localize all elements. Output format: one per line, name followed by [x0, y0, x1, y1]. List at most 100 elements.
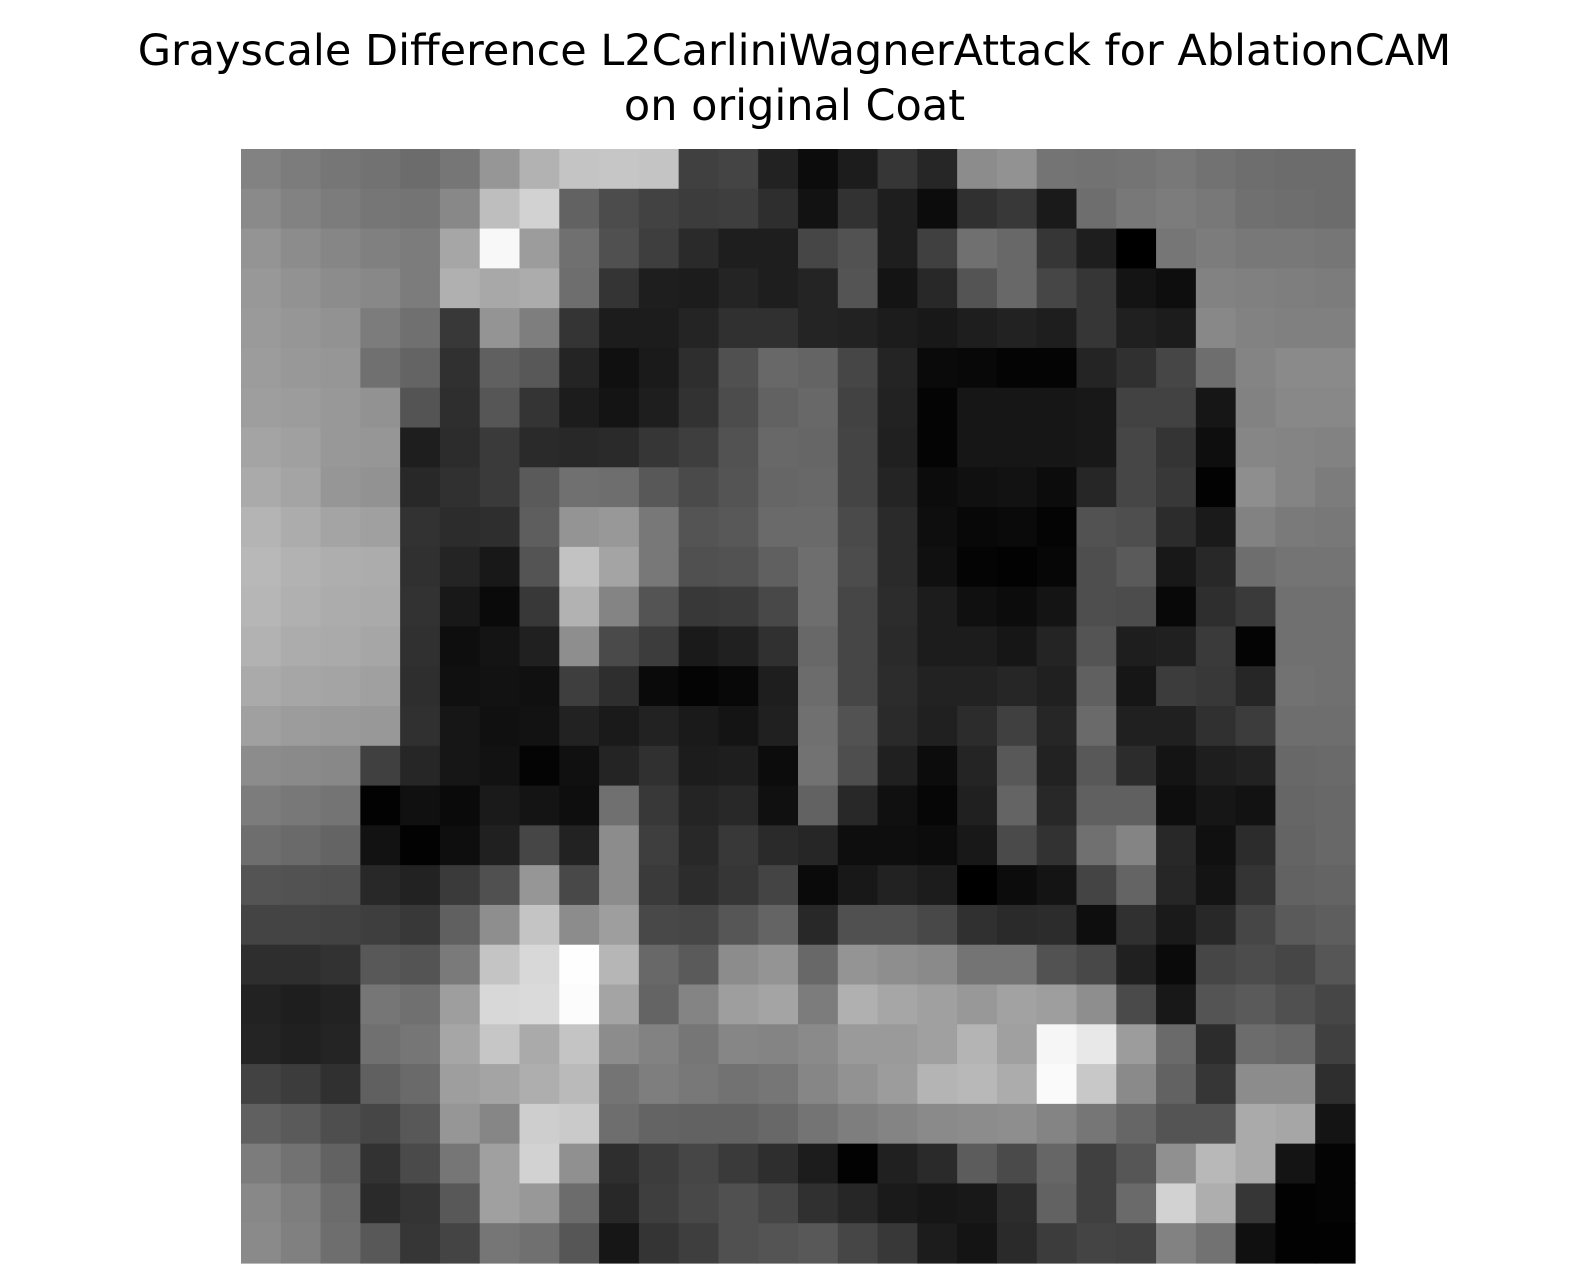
heatmap-cell-r16-c23: [1156, 785, 1197, 826]
heatmap-cell-r7-c0: [241, 427, 282, 468]
heatmap-cell-r27-c14: [798, 1223, 839, 1264]
heatmap-cell-r21-c1: [280, 984, 322, 1025]
heatmap-cell-r17-c7: [519, 825, 560, 866]
heatmap-cell-r21-c17: [917, 984, 958, 1025]
heatmap-cell-r17-c13: [758, 825, 799, 866]
heatmap-cell-r17-c21: [1076, 825, 1117, 866]
heatmap-cell-r0-c16: [877, 149, 918, 190]
heatmap-cell-r12-c7: [519, 626, 560, 667]
heatmap-cell-r1-c9: [599, 188, 640, 230]
heatmap-cell-r23-c13: [758, 1064, 799, 1105]
heatmap-cell-r17-c2: [320, 825, 361, 866]
heatmap-cell-r27-c27: [1315, 1223, 1356, 1264]
heatmap-cell-r13-c8: [559, 666, 600, 707]
heatmap-cell-r15-c6: [479, 745, 521, 787]
heatmap-cell-r24-c26: [1275, 1103, 1316, 1145]
heatmap-cell-r8-c1: [280, 467, 322, 508]
heatmap-cell-r19-c7: [519, 904, 560, 946]
heatmap-cell-r23-c22: [1116, 1064, 1157, 1105]
heatmap-cell-r1-c19: [996, 188, 1038, 230]
heatmap-cell-r5-c15: [837, 347, 879, 389]
heatmap-cell-r6-c19: [996, 387, 1038, 429]
heatmap-cell-r25-c11: [678, 1143, 720, 1185]
heatmap-cell-r8-c4: [400, 467, 441, 508]
heatmap-cell-r0-c20: [1036, 149, 1078, 190]
heatmap-cell-r16-c4: [400, 785, 441, 826]
heatmap-cell-r21-c10: [638, 984, 680, 1025]
heatmap-cell-r16-c3: [360, 785, 401, 826]
heatmap-cell-r6-c17: [917, 387, 958, 429]
heatmap-cell-r18-c5: [439, 865, 481, 906]
heatmap-cell-r4-c27: [1315, 308, 1356, 349]
heatmap-cell-r7-c24: [1195, 427, 1237, 468]
heatmap-cell-r9-c3: [360, 507, 401, 548]
heatmap-cell-r6-c7: [519, 387, 560, 429]
heatmap-cell-r7-c21: [1076, 427, 1117, 468]
heatmap-cell-r8-c16: [877, 467, 918, 508]
heatmap-cell-r19-c13: [758, 904, 799, 946]
heatmap-cell-r12-c23: [1156, 626, 1197, 667]
heatmap-cell-r2-c2: [320, 228, 361, 269]
heatmap-cell-r24-c5: [439, 1103, 481, 1145]
heatmap-cell-r17-c17: [917, 825, 958, 866]
heatmap-cell-r1-c11: [678, 188, 720, 230]
heatmap-cell-r18-c27: [1315, 865, 1356, 906]
heatmap-cell-r8-c7: [519, 467, 560, 508]
heatmap-cell-r22-c8: [559, 1024, 600, 1065]
heatmap-cell-r10-c7: [519, 546, 560, 588]
heatmap-cell-r6-c11: [678, 387, 720, 429]
heatmap-cell-r10-c15: [837, 546, 879, 588]
heatmap-cell-r5-c27: [1315, 347, 1356, 389]
heatmap-cell-r12-c10: [638, 626, 680, 667]
heatmap-cell-r12-c14: [798, 626, 839, 667]
heatmap-cell-r6-c18: [957, 387, 998, 429]
heatmap-cell-r22-c22: [1116, 1024, 1157, 1065]
heatmap-cell-r16-c9: [599, 785, 640, 826]
heatmap-cell-r20-c6: [479, 944, 521, 986]
heatmap-cell-r26-c11: [678, 1183, 720, 1224]
heatmap-cell-r25-c7: [519, 1143, 560, 1185]
heatmap-cell-r8-c2: [320, 467, 361, 508]
heatmap-cell-r15-c4: [400, 745, 441, 787]
heatmap-cell-r27-c21: [1076, 1223, 1117, 1264]
heatmap-cell-r14-c16: [877, 706, 918, 747]
heatmap-cell-r13-c7: [519, 666, 560, 707]
heatmap-cell-r12-c0: [241, 626, 282, 667]
heatmap-cell-r8-c18: [957, 467, 998, 508]
heatmap-cell-r1-c4: [400, 188, 441, 230]
heatmap-cell-r4-c9: [599, 308, 640, 349]
heatmap-cell-r6-c15: [837, 387, 879, 429]
heatmap-cell-r20-c8: [559, 944, 600, 986]
heatmap-cell-r15-c25: [1235, 745, 1277, 787]
heatmap-cell-r23-c25: [1235, 1064, 1277, 1105]
heatmap-cell-r19-c10: [638, 904, 680, 946]
heatmap-cell-r19-c26: [1275, 904, 1316, 946]
heatmap-cell-r26-c2: [320, 1183, 361, 1224]
heatmap-cell-r22-c27: [1315, 1024, 1356, 1065]
heatmap-cell-r25-c17: [917, 1143, 958, 1185]
heatmap-cell-r16-c0: [241, 785, 282, 826]
heatmap-cell-r2-c12: [718, 228, 759, 269]
heatmap-cell-r15-c3: [360, 745, 401, 787]
heatmap-cell-r14-c7: [519, 706, 560, 747]
heatmap-cell-r2-c21: [1076, 228, 1117, 269]
heatmap-cell-r12-c1: [280, 626, 322, 667]
heatmap-cell-r21-c14: [798, 984, 839, 1025]
heatmap-cell-r9-c11: [678, 507, 720, 548]
heatmap-cell-r4-c6: [479, 308, 521, 349]
heatmap-cell-r17-c0: [241, 825, 282, 866]
heatmap-cell-r18-c2: [320, 865, 361, 906]
heatmap-cell-r6-c14: [798, 387, 839, 429]
heatmap-cell-r1-c22: [1116, 188, 1157, 230]
heatmap-cell-r27-c13: [758, 1223, 799, 1264]
chart-title: Grayscale Difference L2CarliniWagnerAtta…: [0, 24, 1589, 134]
heatmap-cell-r0-c13: [758, 149, 799, 190]
heatmap-cell-r7-c4: [400, 427, 441, 468]
heatmap-cell-r2-c13: [758, 228, 799, 269]
heatmap-cell-r15-c1: [280, 745, 322, 787]
heatmap-cell-r11-c14: [798, 586, 839, 628]
heatmap-cell-r19-c24: [1195, 904, 1237, 946]
heatmap-cell-r11-c7: [519, 586, 560, 628]
heatmap-cell-r22-c9: [599, 1024, 640, 1065]
heatmap-cell-r18-c11: [678, 865, 720, 906]
